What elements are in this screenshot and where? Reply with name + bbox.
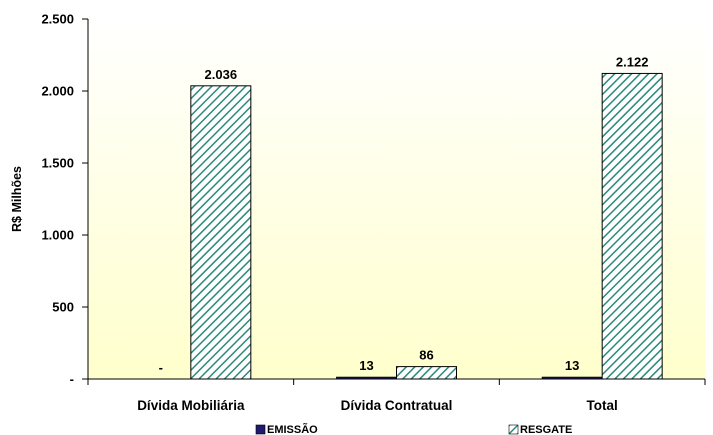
data-label: 86	[419, 348, 433, 363]
legend-swatch-resgate	[508, 424, 519, 435]
x-category-label: Total	[587, 398, 618, 413]
x-categories: Dívida Mobiliária Dívida Contratual Total	[87, 379, 706, 413]
legend-label-emissao: EMISSÃO	[267, 423, 318, 435]
y-tick-label: -	[70, 372, 74, 387]
bars-layer	[190, 72, 663, 380]
data-labels-layer: - 13 13 2.036 86 2.122	[159, 54, 649, 375]
axes	[82, 19, 705, 385]
y-tick-label: 2.500	[41, 12, 74, 27]
y-axis-title: R$ Milhões	[10, 166, 24, 232]
legend: EMISSÃO RESGATE	[255, 423, 572, 435]
y-tick-label: 1.000	[41, 228, 74, 243]
data-label: 2.122	[616, 54, 649, 69]
data-label: 13	[565, 358, 579, 373]
legend-label-resgate: RESGATE	[520, 424, 572, 435]
data-label: 13	[359, 358, 373, 373]
y-ticks: - 500 1.000 1.500 2.000 2.500	[41, 12, 88, 387]
legend-swatch-emissao	[255, 424, 266, 435]
data-label: 2.036	[205, 67, 238, 82]
data-label: -	[159, 360, 163, 375]
x-category-label: Dívida Contratual	[341, 398, 453, 413]
bar-resgate-0	[190, 85, 252, 380]
y-tick-label: 1.500	[41, 156, 74, 171]
y-tick-label: 500	[52, 300, 74, 315]
bar-resgate-1	[396, 366, 457, 380]
bar-resgate-2	[601, 72, 663, 380]
y-tick-label: 2.000	[41, 84, 74, 99]
x-category-label: Dívida Mobiliária	[137, 398, 245, 413]
